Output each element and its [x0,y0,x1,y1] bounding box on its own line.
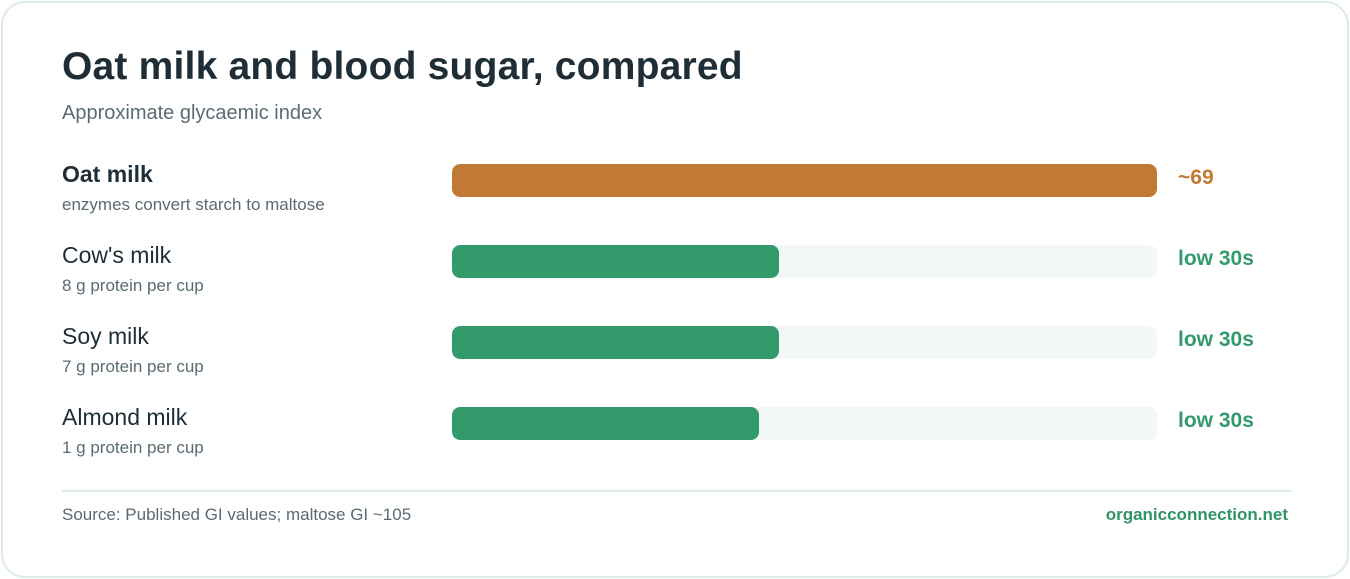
bar-value-label: low 30s [1178,409,1254,432]
chart-subtitle: Approximate glycaemic index [62,102,323,124]
bar-row: Oat milk enzymes convert starch to maltos… [3,161,1350,231]
bar-note: 1 g protein per cup [62,438,204,457]
bar [452,407,759,440]
bar-category-label: Almond milk [62,404,188,430]
bar-value-label: low 30s [1178,328,1254,351]
bar-category-label: Oat milk [62,161,153,187]
bar [452,245,779,278]
bar-note: enzymes convert starch to maltose [62,195,325,214]
bar-row: Almond milk 1 g protein per cup low 30s [3,404,1350,474]
bar-row: Soy milk 7 g protein per cup low 30s [3,323,1350,393]
bar-category-label: Soy milk [62,323,149,349]
bar [452,326,779,359]
chart-title: Oat milk and blood sugar, compared [62,45,743,88]
bar-row: Cow's milk 8 g protein per cup low 30s [3,242,1350,312]
bar-track [452,407,1157,440]
bar-note: 8 g protein per cup [62,276,204,295]
bar-category-label: Cow's milk [62,242,172,268]
brand-link[interactable]: organicconnection.net [1105,505,1288,524]
footer-divider [62,490,1292,492]
bar-track [452,245,1157,278]
bar-track [452,326,1157,359]
source-note: Source: Published GI values; maltose GI … [62,505,412,524]
bar [452,164,1157,197]
bar-value-label: ~69 [1178,166,1214,189]
bar-value-label: low 30s [1178,247,1254,270]
bar-track [452,164,1157,197]
bar-note: 7 g protein per cup [62,357,204,376]
